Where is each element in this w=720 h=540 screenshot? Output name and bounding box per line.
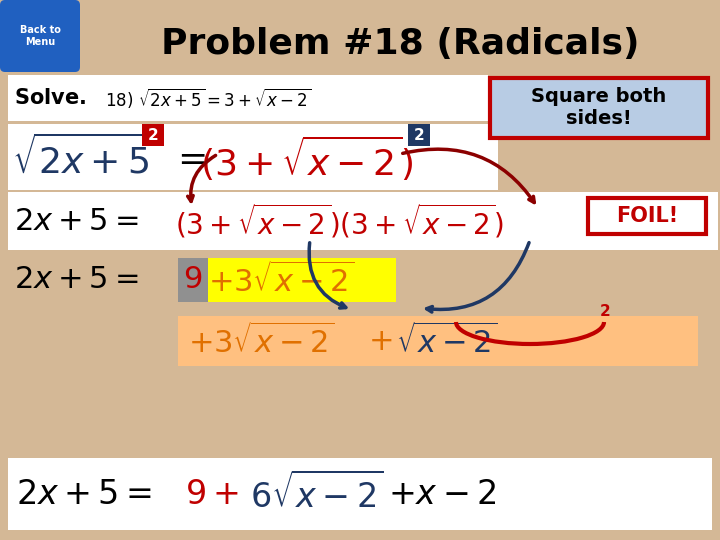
Text: FOIL!: FOIL! (616, 206, 678, 226)
Text: $(3 + \sqrt{x-2})$: $(3 + \sqrt{x-2})$ (200, 133, 413, 183)
Text: $+ x - 2$: $+ x - 2$ (388, 477, 497, 510)
Bar (142, 124, 164, 146)
Bar (8, 124, 498, 190)
Text: $9$: $9$ (183, 266, 202, 294)
Text: Square both
sides!: Square both sides! (531, 87, 667, 129)
Text: Problem #18 (Radicals): Problem #18 (Radicals) (161, 27, 639, 61)
Bar (8, 192, 718, 250)
Text: Back to
Menu: Back to Menu (19, 25, 60, 47)
Bar (588, 198, 706, 234)
Text: 2: 2 (600, 305, 611, 320)
Text: $+3\sqrt{x-2}$: $+3\sqrt{x-2}$ (208, 262, 355, 298)
Text: $\sqrt{2x+5}$: $\sqrt{2x+5}$ (12, 136, 156, 181)
Text: $+$: $+$ (368, 327, 392, 355)
Text: $9 + $: $9 + $ (185, 477, 239, 510)
FancyBboxPatch shape (0, 0, 80, 72)
Text: $\sqrt{x-2}$: $\sqrt{x-2}$ (396, 323, 498, 359)
Bar (178, 316, 698, 366)
Bar (8, 75, 488, 121)
Text: 2: 2 (148, 127, 158, 143)
Text: $=$: $=$ (170, 141, 205, 175)
Text: $18)\ \sqrt{2x+5} = 3 + \sqrt{x-2}$: $18)\ \sqrt{2x+5} = 3 + \sqrt{x-2}$ (105, 86, 311, 110)
Text: $+3\sqrt{x-2}$: $+3\sqrt{x-2}$ (188, 323, 335, 359)
Text: $(3 + \sqrt{x-2})(3 + \sqrt{x-2})$: $(3 + \sqrt{x-2})(3 + \sqrt{x-2})$ (175, 201, 504, 240)
Text: $2x + 5 = $: $2x + 5 = $ (14, 206, 139, 235)
Bar (408, 124, 430, 146)
Bar (8, 458, 712, 530)
Text: $2x + 5 = $: $2x + 5 = $ (14, 266, 139, 294)
Bar (178, 258, 208, 302)
Text: $2x + 5 = $: $2x + 5 = $ (16, 477, 152, 510)
Bar (208, 258, 396, 302)
Text: 2: 2 (413, 127, 424, 143)
Text: $\mathbf{Solve.}$: $\mathbf{Solve.}$ (14, 88, 86, 108)
Text: $6\sqrt{x-2}$: $6\sqrt{x-2}$ (250, 473, 384, 515)
Bar (490, 78, 708, 138)
